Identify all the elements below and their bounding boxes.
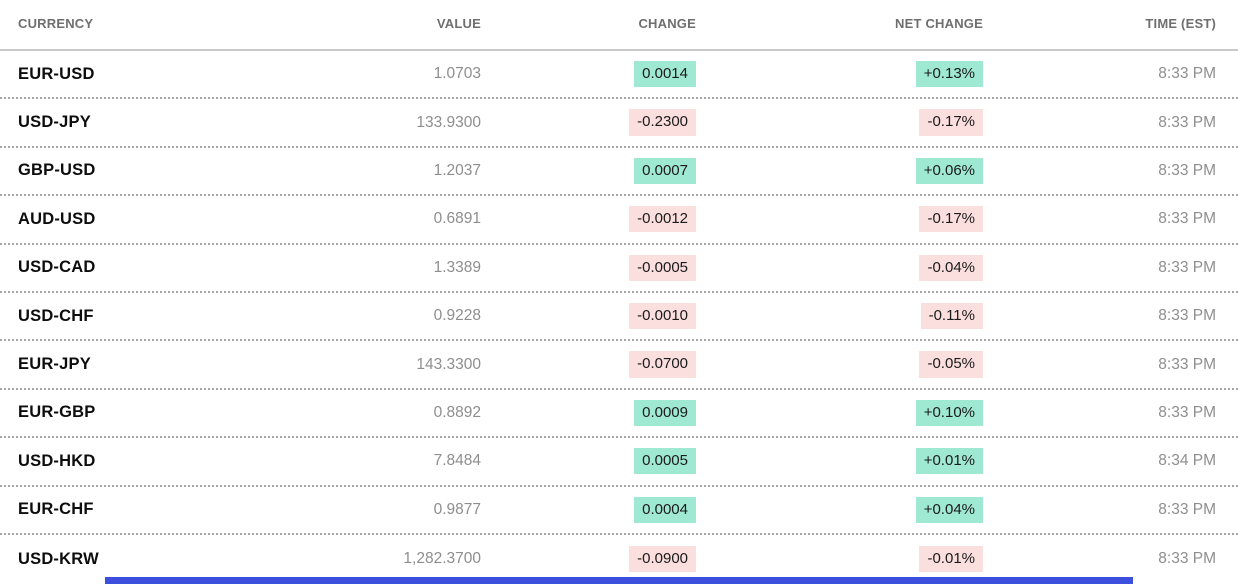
table-row[interactable]: USD-KRW 1,282.3700 -0.0900 -0.01% 8:33 P… [0,535,1238,583]
net-change-chip: +0.10% [915,399,983,427]
column-header-value: VALUE [436,16,481,31]
column-header-change: CHANGE [638,16,696,31]
value-cell: 0.9228 [433,307,481,325]
table-row[interactable]: GBP-USD 1.2037 0.0007 +0.06% 8:33 PM [0,148,1238,197]
change-chip: -0.0700 [629,351,696,378]
table-row[interactable]: EUR-GBP 0.8892 0.0009 +0.10% 8:33 PM [0,390,1238,439]
column-header-currency: CURRENCY [18,16,94,31]
time-cell: 8:33 PM [1158,113,1216,131]
net-change-chip: -0.05% [919,351,983,378]
table-row[interactable]: EUR-USD 1.0703 0.0014 +0.13% 8:33 PM [0,51,1238,100]
currency-ticker[interactable]: USD-CAD [18,258,96,277]
currency-ticker[interactable]: EUR-CHF [18,500,94,519]
column-header-time: TIME (EST) [1145,16,1216,31]
net-change-chip: -0.04% [919,254,983,281]
currency-ticker[interactable]: AUD-USD [18,209,96,228]
time-cell: 8:33 PM [1158,210,1216,228]
value-cell: 7.8484 [433,452,481,470]
fx-table-body: EUR-USD 1.0703 0.0014 +0.13% 8:33 PM USD… [0,51,1238,583]
table-header-row: CURRENCY VALUE CHANGE NET CHANGE TIME (E… [0,0,1238,51]
time-cell: 8:33 PM [1158,355,1216,373]
value-cell: 1,282.3700 [403,550,481,568]
value-cell: 133.9300 [416,113,481,131]
column-header-net-change: NET CHANGE [895,16,983,31]
net-change-chip: -0.01% [919,545,983,573]
change-chip: 0.0005 [634,448,696,475]
change-chip: -0.2300 [629,109,696,136]
time-cell: 8:33 PM [1158,258,1216,276]
currency-ticker[interactable]: GBP-USD [18,161,96,180]
net-change-chip: +0.13% [915,61,983,88]
table-row[interactable]: EUR-JPY 143.3300 -0.0700 -0.05% 8:33 PM [0,341,1238,390]
net-change-chip: -0.17% [919,109,983,136]
currency-ticker[interactable]: EUR-JPY [18,355,91,374]
currency-ticker[interactable]: EUR-GBP [18,403,96,422]
table-row[interactable]: EUR-CHF 0.9877 0.0004 +0.04% 8:33 PM [0,487,1238,535]
change-chip: 0.0007 [634,157,696,185]
currency-ticker[interactable]: USD-KRW [18,549,99,568]
value-cell: 0.8892 [433,403,481,421]
time-cell: 8:33 PM [1158,307,1216,325]
time-cell: 8:33 PM [1158,403,1216,421]
change-chip: -0.0005 [629,254,696,281]
change-chip: -0.0010 [629,303,696,330]
time-cell: 8:33 PM [1158,550,1216,568]
change-chip: 0.0009 [634,399,696,427]
net-change-chip: +0.01% [915,448,983,475]
time-cell: 8:34 PM [1158,452,1216,470]
value-cell: 143.3300 [416,355,481,373]
value-cell: 1.0703 [433,65,481,83]
time-cell: 8:33 PM [1158,500,1216,518]
table-row[interactable]: USD-CAD 1.3389 -0.0005 -0.04% 8:33 PM [0,245,1238,293]
net-change-chip: -0.17% [919,206,983,233]
currency-ticker[interactable]: USD-JPY [18,113,91,132]
table-row[interactable]: USD-CHF 0.9228 -0.0010 -0.11% 8:33 PM [0,293,1238,342]
bottom-partial-element [105,577,1133,584]
time-cell: 8:33 PM [1158,65,1216,83]
net-change-chip: +0.06% [915,157,983,185]
value-cell: 1.2037 [433,161,481,179]
time-cell: 8:33 PM [1158,161,1216,179]
currency-ticker[interactable]: USD-HKD [18,451,96,470]
change-chip: -0.0900 [629,545,696,573]
table-row[interactable]: USD-HKD 7.8484 0.0005 +0.01% 8:34 PM [0,438,1238,487]
change-chip: -0.0012 [629,206,696,233]
change-chip: 0.0004 [634,496,696,523]
table-row[interactable]: AUD-USD 0.6891 -0.0012 -0.17% 8:33 PM [0,196,1238,245]
table-row[interactable]: USD-JPY 133.9300 -0.2300 -0.17% 8:33 PM [0,99,1238,148]
change-chip: 0.0014 [634,61,696,88]
net-change-chip: -0.11% [920,303,983,330]
currency-ticker[interactable]: USD-CHF [18,306,94,325]
currency-ticker[interactable]: EUR-USD [18,64,95,83]
value-cell: 0.6891 [433,210,481,228]
value-cell: 0.9877 [433,500,481,518]
net-change-chip: +0.04% [915,496,983,523]
value-cell: 1.3389 [433,258,481,276]
